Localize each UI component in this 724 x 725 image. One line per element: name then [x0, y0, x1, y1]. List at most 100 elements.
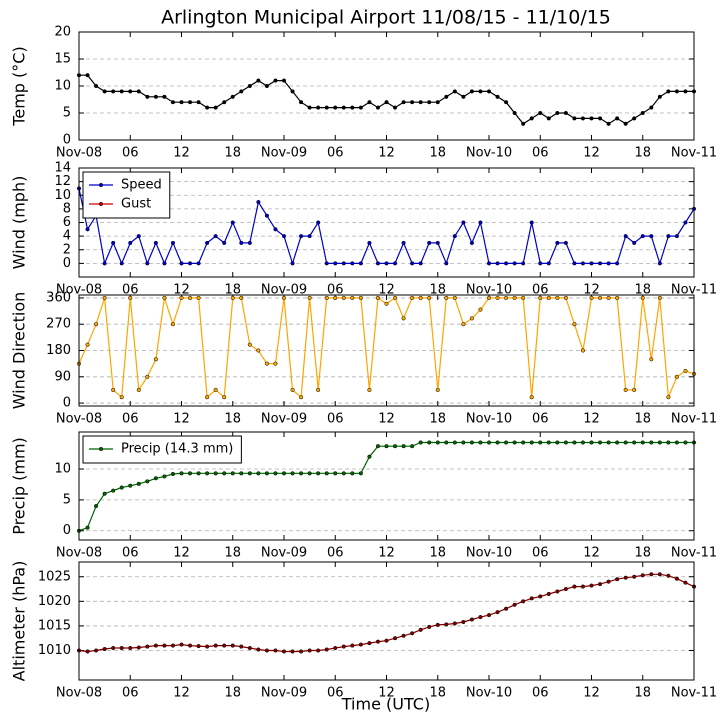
point — [145, 644, 150, 649]
point — [153, 94, 158, 99]
point — [213, 643, 218, 648]
point — [521, 295, 526, 300]
x-tick-label: 06 — [122, 546, 139, 561]
x-tick-label: 12 — [378, 412, 395, 427]
point — [196, 261, 201, 266]
x-tick-label: 06 — [327, 412, 344, 427]
point — [375, 261, 381, 266]
point — [222, 643, 227, 648]
point — [239, 644, 244, 649]
point — [119, 261, 124, 266]
point — [256, 200, 261, 205]
point — [546, 116, 551, 121]
point — [153, 476, 158, 481]
point — [136, 234, 141, 239]
point — [435, 440, 440, 445]
point — [452, 621, 457, 626]
point — [589, 583, 594, 588]
y-tick-label: 5 — [63, 106, 71, 121]
point — [358, 471, 363, 476]
point — [580, 348, 586, 353]
y-tick-label: 20 — [54, 25, 71, 40]
point — [145, 261, 150, 266]
point — [281, 295, 287, 300]
point — [170, 100, 176, 105]
point — [657, 295, 662, 300]
point — [418, 440, 423, 445]
point — [538, 440, 543, 445]
point — [683, 89, 688, 94]
x-tick-label: 12 — [583, 412, 600, 427]
point — [589, 295, 594, 300]
legend-marker — [98, 182, 104, 188]
point — [640, 573, 645, 578]
point — [85, 342, 90, 347]
point — [495, 440, 500, 445]
point — [213, 234, 218, 239]
point — [401, 444, 406, 449]
legend-label: Speed — [121, 178, 162, 193]
point — [392, 105, 398, 110]
point — [461, 220, 466, 225]
point — [230, 220, 235, 225]
point — [384, 261, 389, 266]
point — [341, 261, 346, 266]
point — [196, 471, 201, 476]
point — [512, 295, 517, 300]
point — [657, 440, 662, 445]
point — [239, 471, 244, 476]
point — [572, 322, 577, 327]
point — [572, 261, 577, 266]
y-tick-label: 180 — [46, 343, 71, 358]
x-tick-label: Nov-10 — [466, 546, 512, 561]
point — [239, 240, 244, 245]
y-tick-label: 1025 — [38, 569, 71, 584]
point — [521, 599, 526, 604]
point — [538, 261, 543, 266]
y-tick-label: 10 — [54, 79, 71, 94]
point — [435, 100, 440, 105]
point — [478, 615, 483, 620]
point — [94, 322, 99, 327]
point — [427, 440, 432, 445]
x-tick-label: 12 — [378, 686, 395, 701]
point — [615, 295, 620, 300]
point — [632, 574, 637, 579]
point — [205, 240, 210, 245]
point — [205, 644, 210, 649]
point — [606, 121, 611, 126]
point — [649, 234, 654, 239]
point — [256, 471, 261, 476]
point — [179, 100, 184, 105]
point — [187, 100, 193, 105]
point — [102, 491, 107, 496]
point — [649, 572, 654, 577]
point — [580, 584, 586, 589]
point — [674, 234, 679, 239]
point — [674, 576, 679, 581]
point — [529, 116, 534, 121]
point — [333, 261, 338, 266]
point — [316, 648, 321, 653]
legend-marker — [98, 446, 104, 452]
point — [162, 261, 167, 266]
y-tick-label: 8 — [63, 201, 71, 216]
x-tick-label: 12 — [378, 283, 395, 298]
point — [572, 116, 577, 121]
point — [281, 234, 287, 239]
point — [299, 234, 304, 239]
point — [179, 295, 184, 300]
point — [102, 261, 107, 266]
point — [264, 213, 269, 218]
point — [478, 220, 483, 225]
point — [623, 575, 628, 580]
point — [85, 73, 90, 78]
point — [683, 440, 688, 445]
point — [316, 105, 321, 110]
point — [273, 471, 278, 476]
point — [162, 643, 167, 648]
point — [410, 295, 415, 300]
point — [119, 395, 124, 400]
point — [469, 316, 474, 321]
point — [162, 295, 167, 300]
